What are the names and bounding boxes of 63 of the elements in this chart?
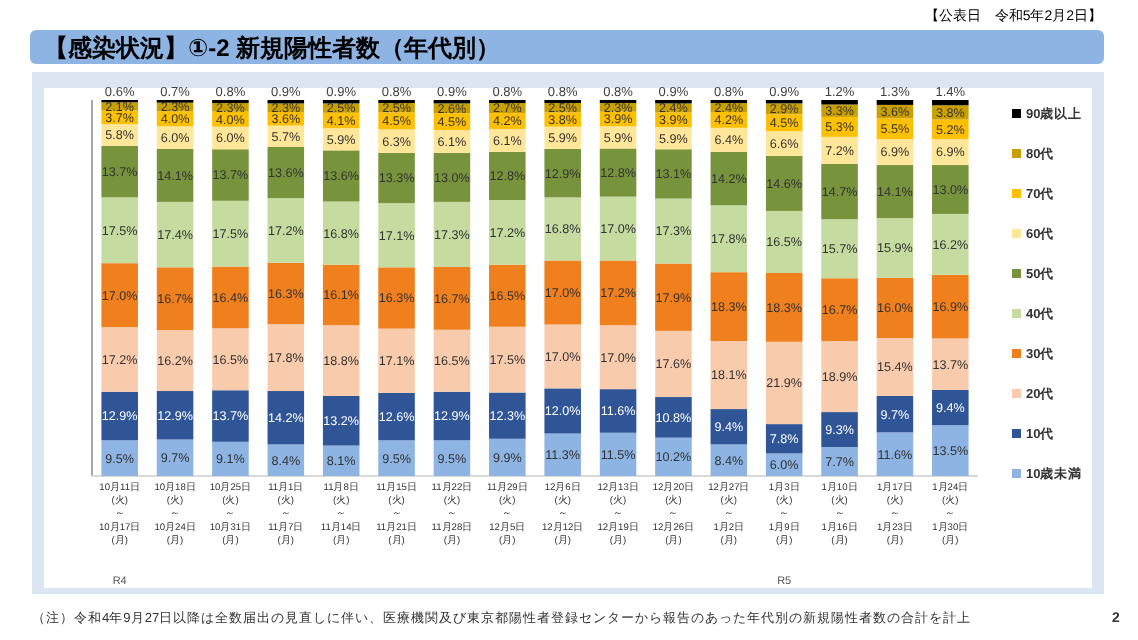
bar: [212, 200, 249, 267]
bar: [932, 274, 969, 339]
bar: [378, 267, 415, 329]
bar: [876, 218, 914, 278]
bar: [212, 149, 249, 201]
bar: [378, 328, 415, 393]
bar: [489, 200, 526, 265]
bar: [156, 267, 194, 331]
bar: [932, 425, 969, 476]
bar: [544, 324, 581, 389]
bar: [599, 260, 637, 326]
bar: [655, 198, 692, 264]
bar: [655, 330, 692, 398]
bar: [433, 266, 471, 330]
bar: [655, 263, 692, 331]
bar: [156, 330, 194, 392]
bar: [212, 328, 249, 391]
bar: [599, 325, 637, 390]
bar: [599, 196, 637, 261]
bar: [765, 210, 803, 273]
bar: [433, 201, 471, 267]
bar: [710, 205, 748, 273]
bar: [156, 148, 194, 202]
bar: [765, 272, 803, 342]
bar: [821, 341, 858, 413]
bar: [876, 277, 914, 339]
bar: [322, 150, 360, 202]
bar: [489, 326, 526, 393]
bar: [544, 260, 581, 325]
bar: [932, 213, 969, 275]
bar: [876, 165, 914, 219]
bar: [821, 163, 858, 220]
bar: [101, 145, 138, 198]
bar: [489, 264, 526, 327]
bar: [378, 203, 415, 268]
bar: [710, 341, 748, 410]
bar: [322, 201, 360, 265]
bar: [932, 165, 969, 214]
bar: [101, 197, 138, 264]
bar: [821, 219, 858, 279]
bar: [322, 325, 360, 396]
bar: [489, 151, 526, 201]
bar: [710, 272, 748, 342]
bar: [765, 341, 803, 425]
bar: [544, 388, 581, 434]
chart-title: 【感染状況】①-2 新規陽性者数（年代別）: [44, 34, 501, 62]
bar: [489, 392, 526, 439]
bar: [267, 198, 305, 263]
bar: [655, 149, 692, 199]
bar: [821, 278, 858, 342]
bar: [101, 263, 138, 328]
bar: [101, 327, 138, 392]
bar: [765, 156, 803, 211]
bar: [212, 390, 249, 442]
bar: [876, 338, 914, 396]
bar: [267, 324, 305, 392]
bar: [544, 197, 581, 261]
bar: [212, 266, 249, 329]
bar: [156, 201, 194, 268]
bar: [932, 100, 969, 106]
bar: [433, 329, 471, 392]
bar: [378, 153, 415, 204]
bar: [932, 338, 969, 390]
